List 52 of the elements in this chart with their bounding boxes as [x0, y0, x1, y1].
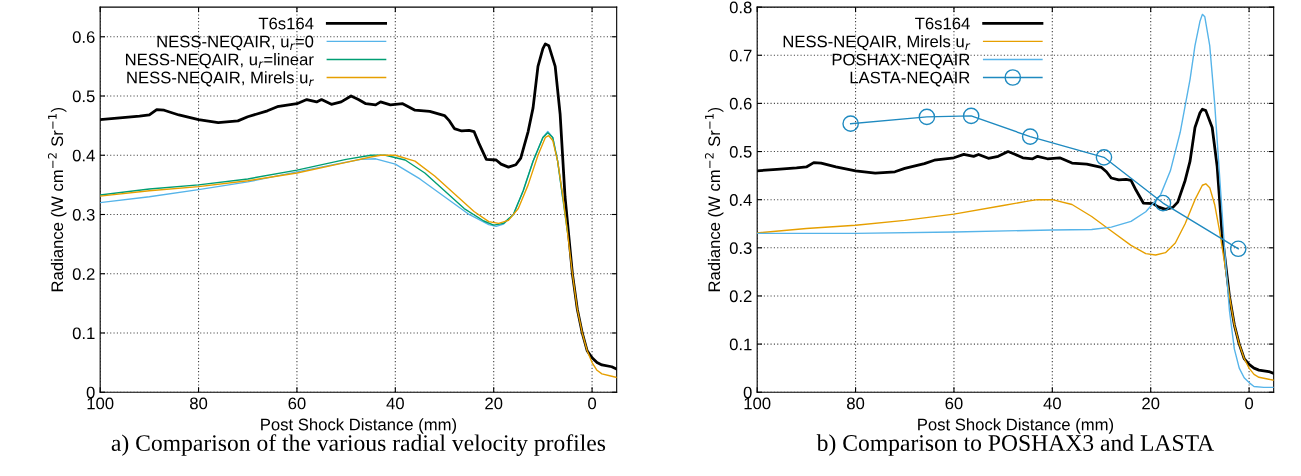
text: a) Comparison of the various radial velocity profiles — [111, 434, 606, 456]
x-axis-title: Post Shock Distance (mm) — [261, 418, 457, 434]
x-tick-label: 100 — [87, 397, 114, 410]
y-axis-title: Radiance (W cm$^{−2}$ Sr$^{−1}$) — [47, 107, 67, 292]
x-tick-label: 60 — [288, 397, 306, 410]
x-tick-label: 80 — [847, 397, 865, 410]
y-tick-label: 0.7 — [729, 49, 752, 62]
legend-label: NESS-NEQAIR, u$_{r}$=0 — [157, 35, 314, 51]
y-tick-label: 0.4 — [72, 149, 95, 162]
y-axis-title: Radiance (W cm$^{−2}$ Sr$^{−1}$) — [704, 107, 724, 292]
x-tick-label: 60 — [945, 397, 963, 410]
legend-label: POSHAX-NEQAIR — [832, 53, 970, 69]
point — [962, 107, 980, 125]
y-tick-label: 0.4 — [729, 194, 752, 206]
y-tick-label: 0.1 — [72, 327, 95, 340]
legend-label: T6s164 — [915, 17, 970, 30]
x-tick-label: 40 — [386, 397, 404, 410]
x-tick-label: 100 — [744, 397, 771, 410]
x-tick-label: 80 — [190, 397, 208, 410]
y-tick-label: 0.1 — [729, 338, 752, 351]
y-tick-label: 0.3 — [729, 242, 752, 255]
y-tick-label: 0.5 — [729, 145, 752, 158]
x-tick-label: 0 — [1245, 397, 1254, 410]
point — [918, 108, 936, 126]
text: b) Comparison to POSHAX3 and LASTA — [816, 434, 1215, 456]
y-tick-label: 0.8 — [729, 1, 752, 14]
legend-label: NESS-NEQAIR, u$_{r}$=linear — [125, 53, 314, 69]
x-tick-label: 0 — [588, 397, 597, 410]
x-tick-label: 40 — [1043, 397, 1061, 410]
point — [1095, 148, 1113, 166]
y-tick-label: 0.6 — [729, 97, 752, 110]
x-axis-title: Post Shock Distance (mm) — [918, 418, 1114, 434]
y-tick-label: 0 — [743, 386, 752, 399]
legend-label: NESS-NEQAIR, Mirels u$_{r}$ — [783, 35, 971, 51]
point — [842, 115, 859, 132]
line-series — [757, 13, 1274, 389]
y-tick-label: 0.6 — [72, 31, 95, 43]
line-series — [100, 135, 617, 379]
point — [1229, 240, 1247, 258]
legend-label: LASTA-NEQAIR — [850, 71, 970, 87]
x-tick-label: 20 — [485, 397, 503, 410]
line-series — [757, 183, 1274, 381]
x-tick-label: 20 — [1142, 397, 1160, 410]
point — [1021, 128, 1039, 145]
legend-label: T6s164 — [258, 17, 314, 30]
legend-label: NESS-NEQAIR, Mirels u$_{r}$ — [127, 71, 314, 87]
y-tick-label: 0.3 — [72, 208, 95, 221]
y-tick-label: 0.2 — [72, 268, 95, 280]
y-tick-label: 0.5 — [72, 90, 95, 103]
point — [1154, 194, 1172, 212]
y-tick-label: 0 — [86, 386, 95, 399]
y-tick-label: 0.2 — [729, 290, 752, 303]
